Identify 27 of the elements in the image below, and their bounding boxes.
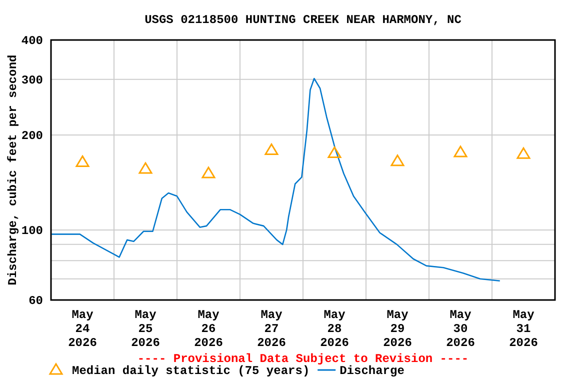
x-tick-label: May 31 2026 xyxy=(509,308,538,350)
legend-label: Discharge xyxy=(340,364,404,378)
x-tick-label: May 30 2026 xyxy=(446,308,475,350)
point xyxy=(328,146,342,158)
point xyxy=(76,155,90,167)
x-tick-label: May 26 2026 xyxy=(194,308,223,350)
y-tick-label: 100 xyxy=(21,224,43,238)
y-tick-label: 60 xyxy=(28,294,43,308)
line-series xyxy=(51,78,501,282)
x-tick-label: May 29 2026 xyxy=(383,308,412,350)
point xyxy=(264,143,278,155)
text: ---- Provisional Data Subject to Revision ---- xyxy=(137,352,469,366)
point xyxy=(202,166,216,178)
chart-title: USGS 02118500 HUNTING CREEK NEAR HARMONY, NC xyxy=(144,13,462,27)
x-tick-label: May 24 2026 xyxy=(68,308,97,350)
point xyxy=(138,162,152,174)
legend-label: Median daily statistic (75 years) xyxy=(72,364,310,378)
y-tick-label: 300 xyxy=(21,73,43,88)
y-axis-title: Discharge, cubic feet per second xyxy=(6,54,20,286)
point xyxy=(390,154,404,166)
point xyxy=(516,147,530,159)
y-tick-label: 200 xyxy=(21,128,43,143)
y-tick-label: 400 xyxy=(21,34,43,48)
x-tick-label: May 25 2026 xyxy=(131,308,160,350)
point xyxy=(454,146,468,158)
x-tick-label: May 28 2026 xyxy=(320,308,349,350)
x-tick-label: May 27 2026 xyxy=(257,308,286,350)
